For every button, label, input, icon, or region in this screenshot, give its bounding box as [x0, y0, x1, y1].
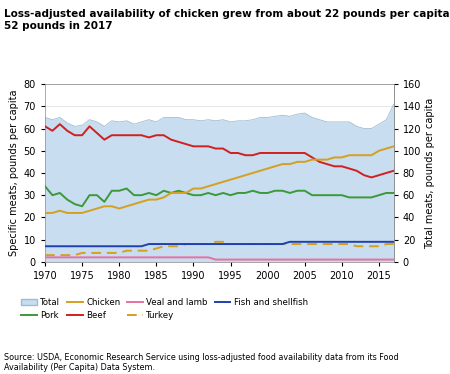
Text: Source: USDA, Economic Research Service using loss-adjusted food availability da: Source: USDA, Economic Research Service …	[4, 353, 399, 372]
Text: Loss-adjusted availability of chicken grew from about 22 pounds per capita in 19: Loss-adjusted availability of chicken gr…	[4, 9, 450, 31]
Y-axis label: Specific meats, pounds per capita: Specific meats, pounds per capita	[9, 90, 19, 256]
Legend: Total, Pork, Chicken, Beef, Veal and lamb, Turkey, Fish and shellfish: Total, Pork, Chicken, Beef, Veal and lam…	[22, 298, 308, 321]
Y-axis label: Total meats, pounds per capita: Total meats, pounds per capita	[425, 97, 436, 249]
